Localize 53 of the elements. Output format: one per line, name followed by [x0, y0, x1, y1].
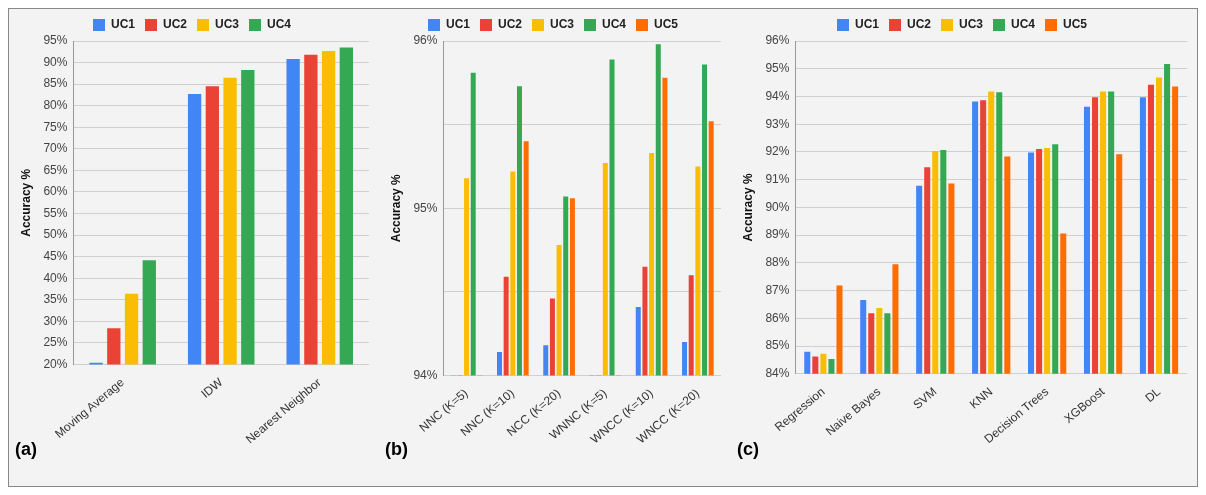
y-tick-label: 85% — [43, 76, 68, 91]
text: (b) — [385, 439, 408, 460]
y-tick-label: 86% — [765, 310, 790, 325]
legend-label: UC2 — [497, 17, 523, 32]
y-tick-label: 90% — [765, 199, 790, 214]
legend-label: UC3 — [215, 17, 240, 32]
legend-label: UC3 — [550, 17, 575, 32]
y-tick-label: 50% — [43, 227, 68, 242]
legend-label: UC2 — [162, 17, 188, 32]
y-tick-label: 96% — [413, 33, 438, 48]
text: (c) — [737, 439, 759, 460]
y-tick-label: 87% — [765, 282, 790, 297]
legend-label: UC5 — [1063, 17, 1088, 32]
text: (a) — [15, 439, 37, 460]
y-tick-label: 92% — [765, 144, 790, 159]
y-tick-label: 84% — [765, 366, 790, 381]
y-tick-label: 95% — [43, 33, 68, 48]
y-tick-label: 75% — [43, 119, 68, 134]
y-tick-label: 20% — [43, 356, 68, 371]
y-tick-label: 80% — [43, 98, 68, 113]
y-axis-title: Accuracy % — [740, 173, 755, 242]
y-tick-label: 30% — [43, 313, 68, 328]
y-tick-label: 95% — [413, 200, 438, 215]
legend-label: UC4 — [267, 17, 292, 32]
y-tick-label: 45% — [43, 248, 68, 263]
y-tick-label: 96% — [765, 33, 790, 48]
y-tick-label: 88% — [765, 255, 790, 270]
x-tick-label: DL — [1142, 384, 1164, 406]
y-tick-label: 55% — [43, 205, 68, 220]
legend-label: UC1 — [854, 17, 880, 32]
legend-label: UC3 — [959, 17, 984, 32]
y-tick-label: 60% — [43, 184, 68, 199]
y-tick-label: 85% — [765, 338, 790, 353]
y-tick-label: 70% — [43, 141, 68, 156]
y-tick-label: 94% — [413, 367, 438, 382]
y-tick-label: 90% — [43, 54, 68, 69]
y-tick-label: 89% — [765, 227, 790, 242]
legend-label: UC2 — [906, 17, 932, 32]
legend-label: UC1 — [445, 17, 471, 32]
y-tick-label: 40% — [43, 270, 68, 285]
y-tick-label: 65% — [43, 162, 68, 177]
legend-label: UC4 — [1011, 17, 1036, 32]
legend-label: UC1 — [110, 17, 136, 32]
legend-label: UC4 — [602, 17, 627, 32]
y-axis-title: Accuracy % — [18, 168, 33, 237]
y-tick-label: 35% — [43, 292, 68, 307]
y-tick-label: 25% — [43, 335, 68, 350]
y-tick-label: 93% — [765, 116, 790, 131]
y-tick-label: 91% — [765, 171, 790, 186]
y-tick-label: 94% — [765, 88, 790, 103]
legend-label: UC5 — [654, 17, 679, 32]
y-tick-label: 95% — [765, 61, 790, 76]
y-axis-title: Accuracy % — [388, 173, 403, 243]
